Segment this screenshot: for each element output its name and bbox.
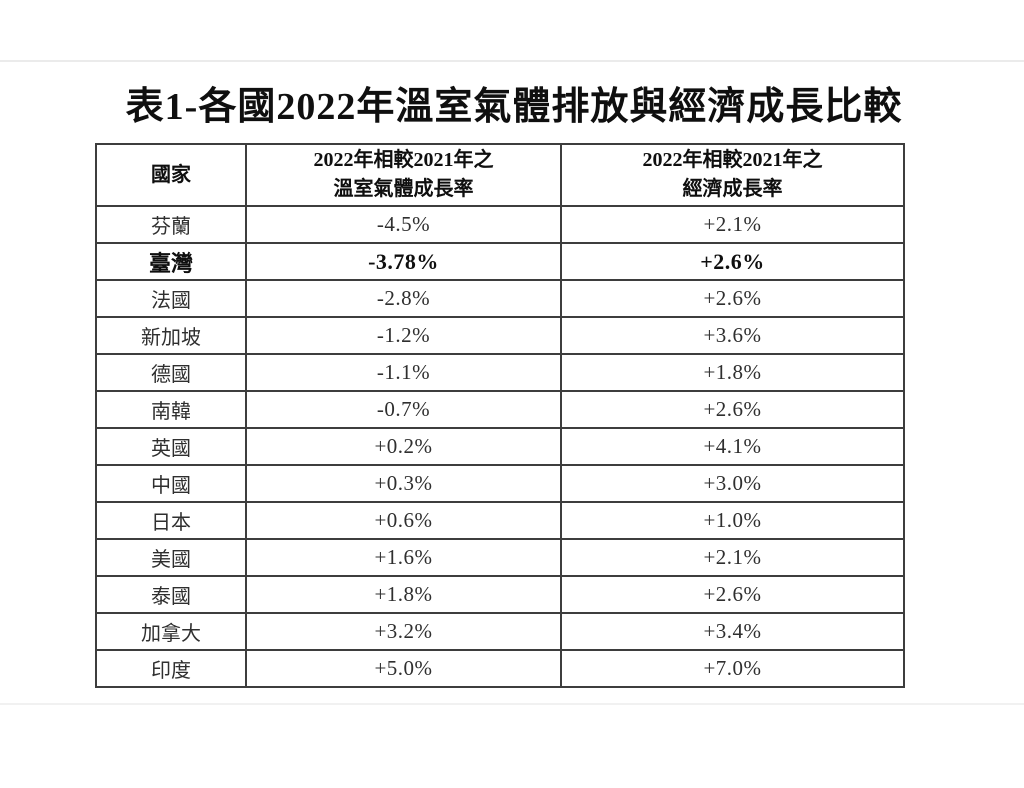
header-gdp-line2: 經濟成長率 — [682, 178, 783, 200]
table-row: 南韓 -0.7% +2.6% — [95, 390, 905, 429]
gdp-value-cell: +2.1% — [560, 205, 905, 244]
header-country-label: 國家 — [151, 163, 191, 186]
gdp-value-cell: +2.6% — [560, 279, 905, 318]
gdp-value-cell: +1.0% — [560, 501, 905, 540]
header-country: 國家 — [95, 143, 247, 207]
country-cell: 加拿大 — [95, 612, 247, 651]
ghg-value-cell: -3.78% — [245, 242, 562, 281]
ghg-value-cell: +1.8% — [245, 575, 562, 614]
gdp-value-cell: +2.6% — [560, 242, 905, 281]
header-ghg-growth: 2022年相較2021年之 溫室氣體成長率 — [245, 143, 562, 207]
table-row: 德國 -1.1% +1.8% — [95, 353, 905, 392]
gdp-value-cell: +7.0% — [560, 649, 905, 688]
ghg-value-cell: +0.2% — [245, 427, 562, 466]
country-cell: 芬蘭 — [95, 205, 247, 244]
table-row: 泰國 +1.8% +2.6% — [95, 575, 905, 614]
gdp-value-cell: +3.4% — [560, 612, 905, 651]
ghg-value-cell: -1.2% — [245, 316, 562, 355]
table-row: 加拿大 +3.2% +3.4% — [95, 612, 905, 651]
country-cell: 日本 — [95, 501, 247, 540]
page-bottom-divider — [0, 703, 1024, 705]
table-row: 臺灣 -3.78% +2.6% — [95, 242, 905, 281]
table-row: 印度 +5.0% +7.0% — [95, 649, 905, 688]
page-title: 表1-各國2022年溫室氣體排放與經濟成長比較 — [125, 86, 903, 128]
country-cell: 泰國 — [95, 575, 247, 614]
table-row: 新加坡 -1.2% +3.6% — [95, 316, 905, 355]
table-row: 英國 +0.2% +4.1% — [95, 427, 905, 466]
header-gdp-growth: 2022年相較2021年之 經濟成長率 — [560, 143, 905, 207]
country-cell: 臺灣 — [95, 242, 247, 281]
country-cell: 中國 — [95, 464, 247, 503]
table-row: 日本 +0.6% +1.0% — [95, 501, 905, 540]
ghg-value-cell: +0.6% — [245, 501, 562, 540]
gdp-value-cell: +3.6% — [560, 316, 905, 355]
country-cell: 美國 — [95, 538, 247, 577]
header-ghg-line1: 2022年相較2021年之 — [313, 149, 494, 171]
gdp-value-cell: +4.1% — [560, 427, 905, 466]
table-row: 中國 +0.3% +3.0% — [95, 464, 905, 503]
country-cell: 法國 — [95, 279, 247, 318]
ghg-value-cell: -4.5% — [245, 205, 562, 244]
gdp-value-cell: +2.1% — [560, 538, 905, 577]
gdp-value-cell: +2.6% — [560, 390, 905, 429]
gdp-value-cell: +1.8% — [560, 353, 905, 392]
country-cell: 南韓 — [95, 390, 247, 429]
header-ghg-line2: 溫室氣體成長率 — [333, 178, 474, 200]
table-row: 法國 -2.8% +2.6% — [95, 279, 905, 318]
gdp-value-cell: +2.6% — [560, 575, 905, 614]
ghg-value-cell: +3.2% — [245, 612, 562, 651]
ghg-value-cell: +1.6% — [245, 538, 562, 577]
country-cell: 新加坡 — [95, 316, 247, 355]
country-cell: 英國 — [95, 427, 247, 466]
emissions-growth-table: 國家 2022年相較2021年之 溫室氣體成長率 2022年相較2021年之 經… — [95, 143, 905, 688]
ghg-value-cell: -2.8% — [245, 279, 562, 318]
table-row: 芬蘭 -4.5% +2.1% — [95, 205, 905, 244]
page-top-divider — [0, 60, 1024, 62]
ghg-value-cell: +0.3% — [245, 464, 562, 503]
ghg-value-cell: +5.0% — [245, 649, 562, 688]
ghg-value-cell: -1.1% — [245, 353, 562, 392]
table-body: 芬蘭 -4.5% +2.1% 臺灣 -3.78% +2.6% 法國 -2.8% … — [95, 205, 905, 688]
country-cell: 印度 — [95, 649, 247, 688]
ghg-value-cell: -0.7% — [245, 390, 562, 429]
header-gdp-line1: 2022年相較2021年之 — [642, 149, 823, 171]
country-cell: 德國 — [95, 353, 247, 392]
gdp-value-cell: +3.0% — [560, 464, 905, 503]
table-header: 國家 2022年相較2021年之 溫室氣體成長率 2022年相較2021年之 經… — [95, 143, 905, 207]
table-row: 美國 +1.6% +2.1% — [95, 538, 905, 577]
header-row: 國家 2022年相較2021年之 溫室氣體成長率 2022年相較2021年之 經… — [95, 143, 905, 207]
